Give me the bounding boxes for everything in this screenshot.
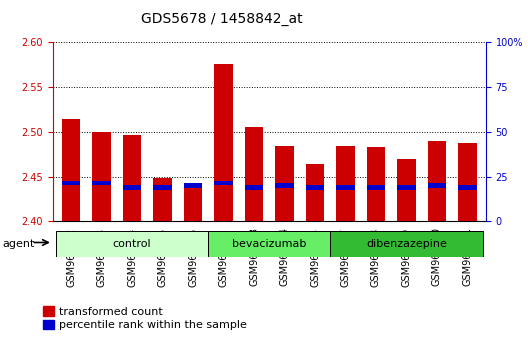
Legend: transformed count, percentile rank within the sample: transformed count, percentile rank withi… bbox=[43, 307, 247, 330]
Bar bbox=[154, 178, 172, 221]
Bar bbox=[92, 132, 111, 221]
Bar bbox=[367, 147, 385, 221]
Bar bbox=[154, 185, 172, 189]
Bar bbox=[306, 164, 324, 221]
Bar bbox=[184, 185, 202, 221]
Bar bbox=[458, 185, 477, 189]
Text: agent: agent bbox=[3, 239, 35, 249]
Bar bbox=[214, 181, 233, 185]
Bar bbox=[330, 231, 483, 257]
Bar bbox=[92, 181, 111, 185]
Bar bbox=[398, 159, 416, 221]
Text: bevacizumab: bevacizumab bbox=[232, 239, 306, 249]
Bar bbox=[123, 136, 141, 221]
Bar bbox=[276, 183, 294, 188]
Bar bbox=[458, 143, 477, 221]
Bar bbox=[428, 183, 446, 188]
Text: dibenzazepine: dibenzazepine bbox=[366, 239, 447, 249]
Bar bbox=[276, 146, 294, 221]
Bar bbox=[245, 185, 263, 189]
Bar bbox=[214, 64, 233, 221]
Bar bbox=[398, 185, 416, 189]
Bar bbox=[367, 185, 385, 189]
Bar bbox=[184, 183, 202, 188]
Bar bbox=[336, 185, 355, 189]
Bar bbox=[62, 119, 80, 221]
Bar bbox=[428, 141, 446, 221]
Bar bbox=[123, 185, 141, 189]
Bar bbox=[336, 146, 355, 221]
Bar bbox=[56, 231, 209, 257]
Bar bbox=[245, 127, 263, 221]
Bar bbox=[306, 185, 324, 189]
Bar bbox=[209, 231, 330, 257]
Text: control: control bbox=[113, 239, 152, 249]
Text: GDS5678 / 1458842_at: GDS5678 / 1458842_at bbox=[141, 12, 303, 27]
Bar bbox=[62, 181, 80, 185]
